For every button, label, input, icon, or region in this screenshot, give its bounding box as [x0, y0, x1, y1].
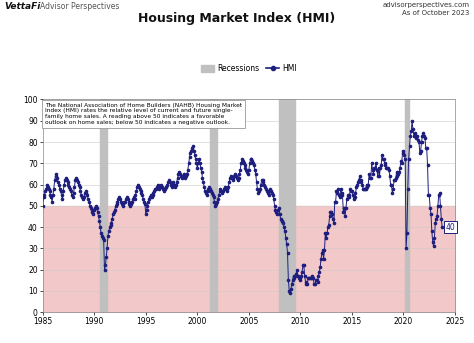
Text: VettaFi: VettaFi: [5, 2, 41, 11]
Text: Housing Market Index (HMI): Housing Market Index (HMI): [138, 12, 336, 25]
Bar: [405, 99, 409, 312]
Bar: [100, 99, 107, 312]
Text: advisorperspectives.com
As of October 2023: advisorperspectives.com As of October 20…: [382, 2, 469, 16]
Legend: Recessions, HMI: Recessions, HMI: [198, 61, 300, 76]
Bar: [210, 99, 217, 312]
Bar: [279, 99, 295, 312]
Text: 40: 40: [445, 223, 455, 232]
Text: The National Association of Home Builders (NAHB) Housing Market
Index (HMI) rate: The National Association of Home Builder…: [45, 103, 242, 125]
Text: Advisor Perspectives: Advisor Perspectives: [40, 2, 119, 11]
